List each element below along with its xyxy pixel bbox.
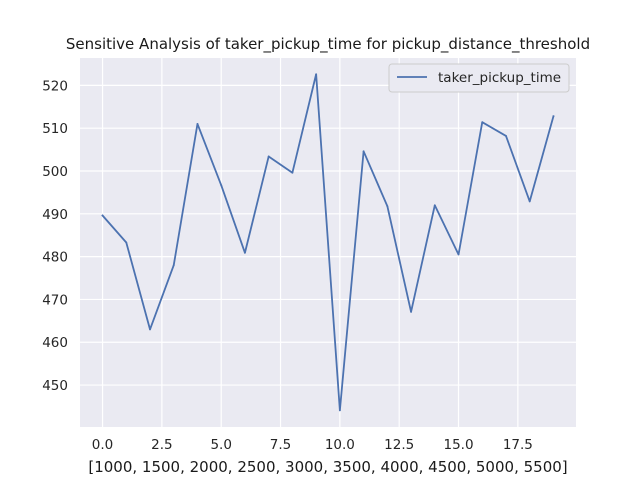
data-point (433, 204, 436, 207)
x-tick-label: 12.5 (384, 437, 414, 453)
x-tick-label: 17.5 (503, 437, 533, 453)
y-tick-label: 450 (42, 378, 68, 394)
data-point (196, 123, 199, 125)
legend-label: taker_pickup_time (438, 70, 561, 86)
x-tick-label: 10.0 (325, 437, 355, 453)
data-point (505, 135, 507, 137)
series-layer (101, 73, 555, 412)
x-tick-label: 7.5 (270, 437, 291, 453)
data-point (149, 328, 151, 331)
legend: taker_pickup_time (388, 63, 570, 93)
y-tick-label: 470 (42, 292, 68, 308)
x-tick-label: 2.5 (151, 437, 172, 453)
x-axis-label: [1000, 1500, 2000, 2500, 3000, 3500, 400… (88, 458, 567, 476)
legend-box (388, 63, 570, 93)
data-point (457, 253, 460, 256)
y-tick-label: 480 (42, 250, 68, 266)
data-point (528, 200, 531, 203)
data-point (362, 150, 365, 153)
y-tick-label: 510 (42, 121, 68, 137)
y-tick-label: 460 (42, 335, 68, 351)
data-point (315, 73, 318, 76)
grid (80, 58, 576, 427)
data-point (101, 214, 104, 217)
x-axis-ticks: 0.0 2.5 5.0 7.5 10.0 12.5 15.0 17.5 (92, 437, 533, 453)
data-point (125, 241, 128, 244)
data-point (338, 409, 341, 412)
y-tick-label: 490 (42, 207, 68, 223)
data-point (552, 115, 555, 118)
data-point (267, 155, 270, 158)
series-line (101, 73, 555, 412)
data-point (481, 121, 484, 124)
data-point (220, 184, 223, 187)
y-axis-ticks: 450 460 470 480 490 500 510 520 (42, 78, 68, 394)
chart-title: Sensitive Analysis of taker_pickup_time … (66, 35, 590, 54)
data-point (386, 205, 389, 208)
x-tick-label: 5.0 (210, 437, 231, 453)
data-point (172, 264, 175, 267)
y-tick-label: 520 (42, 78, 68, 94)
x-tick-label: 15.0 (443, 437, 473, 453)
data-point (244, 251, 246, 254)
y-tick-label: 500 (42, 164, 68, 180)
data-point (291, 171, 294, 174)
data-point (410, 310, 412, 313)
x-tick-label: 0.0 (92, 437, 113, 453)
